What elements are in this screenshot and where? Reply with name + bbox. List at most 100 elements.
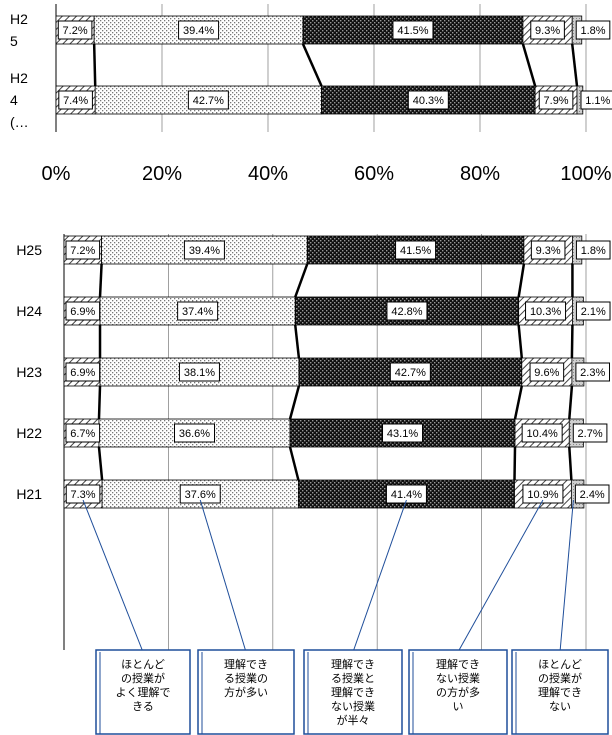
data-label: 41.5%: [400, 245, 431, 257]
callout-text: きる: [132, 700, 154, 713]
data-label: 39.4%: [189, 245, 220, 257]
callout-text: い: [453, 701, 464, 713]
data-label-box: [178, 20, 220, 40]
callout-text: の授業が: [121, 671, 165, 685]
data-label-box: [187, 90, 229, 110]
category-label: H22: [16, 425, 42, 441]
data-label: 37.6%: [185, 489, 216, 501]
connector-line: [288, 446, 300, 481]
x-tick-label: 40%: [248, 163, 288, 185]
data-label: 2.3%: [580, 367, 605, 379]
data-label: 41.5%: [397, 25, 428, 37]
data-label: 6.9%: [70, 306, 95, 318]
callout-pointer: [199, 499, 247, 653]
data-label: 37.4%: [182, 306, 213, 318]
callout-text: 理解でき: [331, 657, 375, 671]
x-tick-label: 100%: [560, 163, 611, 185]
callout-text: 理解でき: [436, 657, 480, 671]
data-label-box: [65, 423, 101, 443]
data-label-box: [65, 362, 101, 382]
data-label: 7.2%: [63, 25, 88, 37]
callout-text: 方が多い: [224, 685, 268, 699]
connector-line: [521, 43, 537, 87]
connector-line: [92, 43, 97, 87]
data-label: 43.1%: [387, 428, 418, 440]
callout-text: る授業と: [331, 671, 375, 685]
data-label-box: [382, 423, 424, 443]
data-label-box: [521, 423, 563, 443]
callout-text: 理解でき: [224, 657, 268, 671]
callout-text: る授業の: [224, 671, 268, 685]
data-label: 7.9%: [544, 95, 569, 107]
data-label: 6.7%: [70, 428, 95, 440]
data-label-box: [58, 90, 93, 110]
data-label: 42.8%: [391, 306, 422, 318]
category-label: H21: [16, 486, 42, 502]
connector-line: [568, 446, 573, 481]
data-label-box: [530, 20, 565, 40]
category-label: (…: [10, 114, 29, 130]
data-label: 10.9%: [527, 489, 558, 501]
callout-pointer: [352, 499, 407, 653]
connector-line: [98, 263, 103, 298]
data-label: 41.4%: [391, 489, 422, 501]
chart-1: H2 5 7.2% 39.4% 41.5% 9.3% 1.8% H2 4 (… 7.4% 42.7% 4…: [10, 4, 612, 185]
data-label: 2.1%: [581, 306, 606, 318]
data-label-box: [580, 90, 612, 110]
data-label-box: [385, 484, 427, 504]
data-label-box: [575, 362, 611, 382]
data-label-box: [575, 240, 611, 260]
data-label: 6.9%: [70, 367, 95, 379]
data-label: 1.1%: [585, 95, 610, 107]
data-label-box: [525, 301, 567, 321]
callout-text: よく理解で: [116, 685, 171, 699]
x-tick-label: 60%: [354, 163, 394, 185]
data-label-box: [538, 90, 574, 110]
data-label: 42.7%: [395, 367, 426, 379]
callout-text: 理解でき: [538, 685, 582, 699]
category-label: 4: [10, 92, 18, 108]
connector-line: [97, 385, 102, 420]
data-label: 1.8%: [580, 25, 605, 37]
data-label: 10.3%: [530, 306, 561, 318]
data-label: 9.3%: [535, 25, 560, 37]
connector-line: [570, 43, 579, 87]
data-label: 40.3%: [413, 95, 444, 107]
callout-pointer: [457, 499, 544, 653]
callout-text: ほとんど: [121, 658, 165, 671]
callout-text: の授業が: [538, 671, 582, 685]
callout-text: の方が多: [436, 685, 480, 699]
callout-text: が半々: [337, 713, 370, 727]
callout-text: ほとんど: [538, 658, 582, 671]
connector-line: [97, 446, 104, 481]
callout-text: ない授業: [436, 671, 480, 685]
category-label: H25: [16, 242, 42, 258]
callout-box: [408, 649, 508, 735]
data-label: 9.3%: [536, 245, 561, 257]
connector-line: [517, 324, 524, 359]
data-label-box: [178, 362, 220, 382]
callout-box: [95, 649, 191, 735]
data-label-box: [572, 423, 608, 443]
category-label: H2: [10, 11, 28, 27]
category-label: H2: [10, 70, 28, 86]
data-label-box: [574, 484, 610, 504]
data-label-box: [530, 240, 566, 260]
data-label: 7.2%: [70, 245, 95, 257]
data-label-box: [395, 240, 437, 260]
callout-pointer: [559, 499, 574, 653]
data-label: 42.7%: [193, 95, 224, 107]
connector-line: [568, 385, 574, 420]
connector-line: [513, 385, 524, 420]
data-label-box: [575, 301, 611, 321]
data-label-box: [65, 240, 101, 260]
data-label: 10.4%: [527, 428, 558, 440]
data-label: 1.8%: [581, 245, 606, 257]
data-label-box: [57, 20, 93, 40]
data-label: 38.1%: [184, 367, 215, 379]
